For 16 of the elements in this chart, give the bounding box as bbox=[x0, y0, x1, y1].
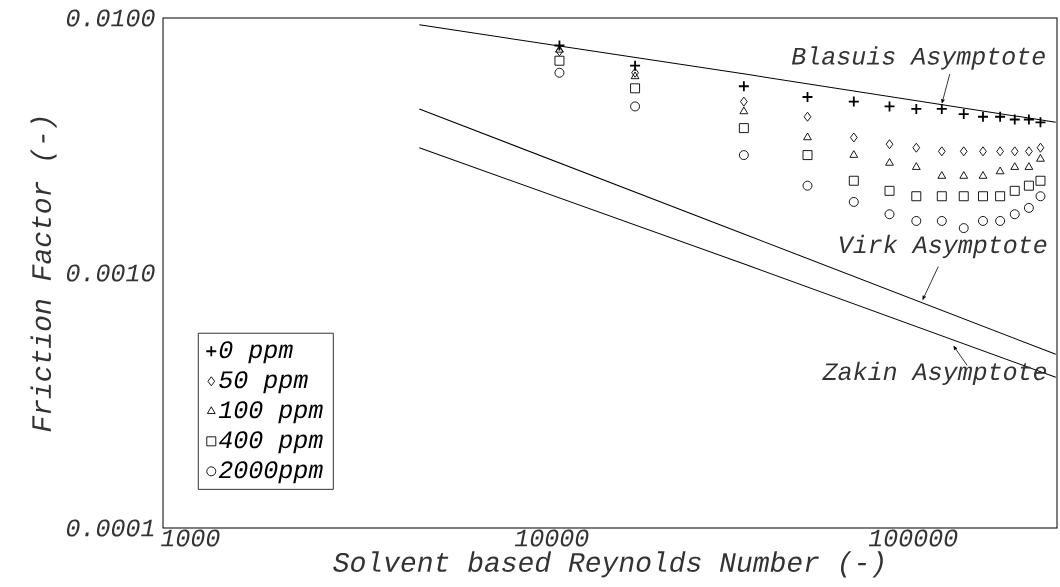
legend-label: 2000ppm bbox=[218, 461, 323, 484]
y-tick-label: 0.0001 bbox=[66, 519, 154, 537]
y-tick-label: 0.0100 bbox=[66, 9, 155, 27]
y-tick-label: 0.0010 bbox=[66, 264, 155, 282]
x-tick-label: 1000 bbox=[161, 529, 220, 547]
legend-label: 0 ppm bbox=[219, 341, 293, 364]
annotation: Zakin Asymptote bbox=[822, 361, 1047, 386]
y-axis-title: Friction Factor (-) bbox=[30, 117, 57, 432]
x-tick-label: 10000 bbox=[514, 529, 589, 547]
annotation: Blasuis Asymptote bbox=[791, 46, 1045, 70]
annotation: Virk Asymptote bbox=[839, 234, 1047, 259]
legend-label: 100 ppm bbox=[218, 401, 323, 424]
legend-label: 400 ppm bbox=[219, 431, 323, 454]
legend-label: 50 ppm bbox=[219, 371, 308, 394]
x-tick-label: 100000 bbox=[868, 529, 958, 547]
x-axis-title: Solvent based Reynolds Number (-) bbox=[333, 551, 883, 578]
